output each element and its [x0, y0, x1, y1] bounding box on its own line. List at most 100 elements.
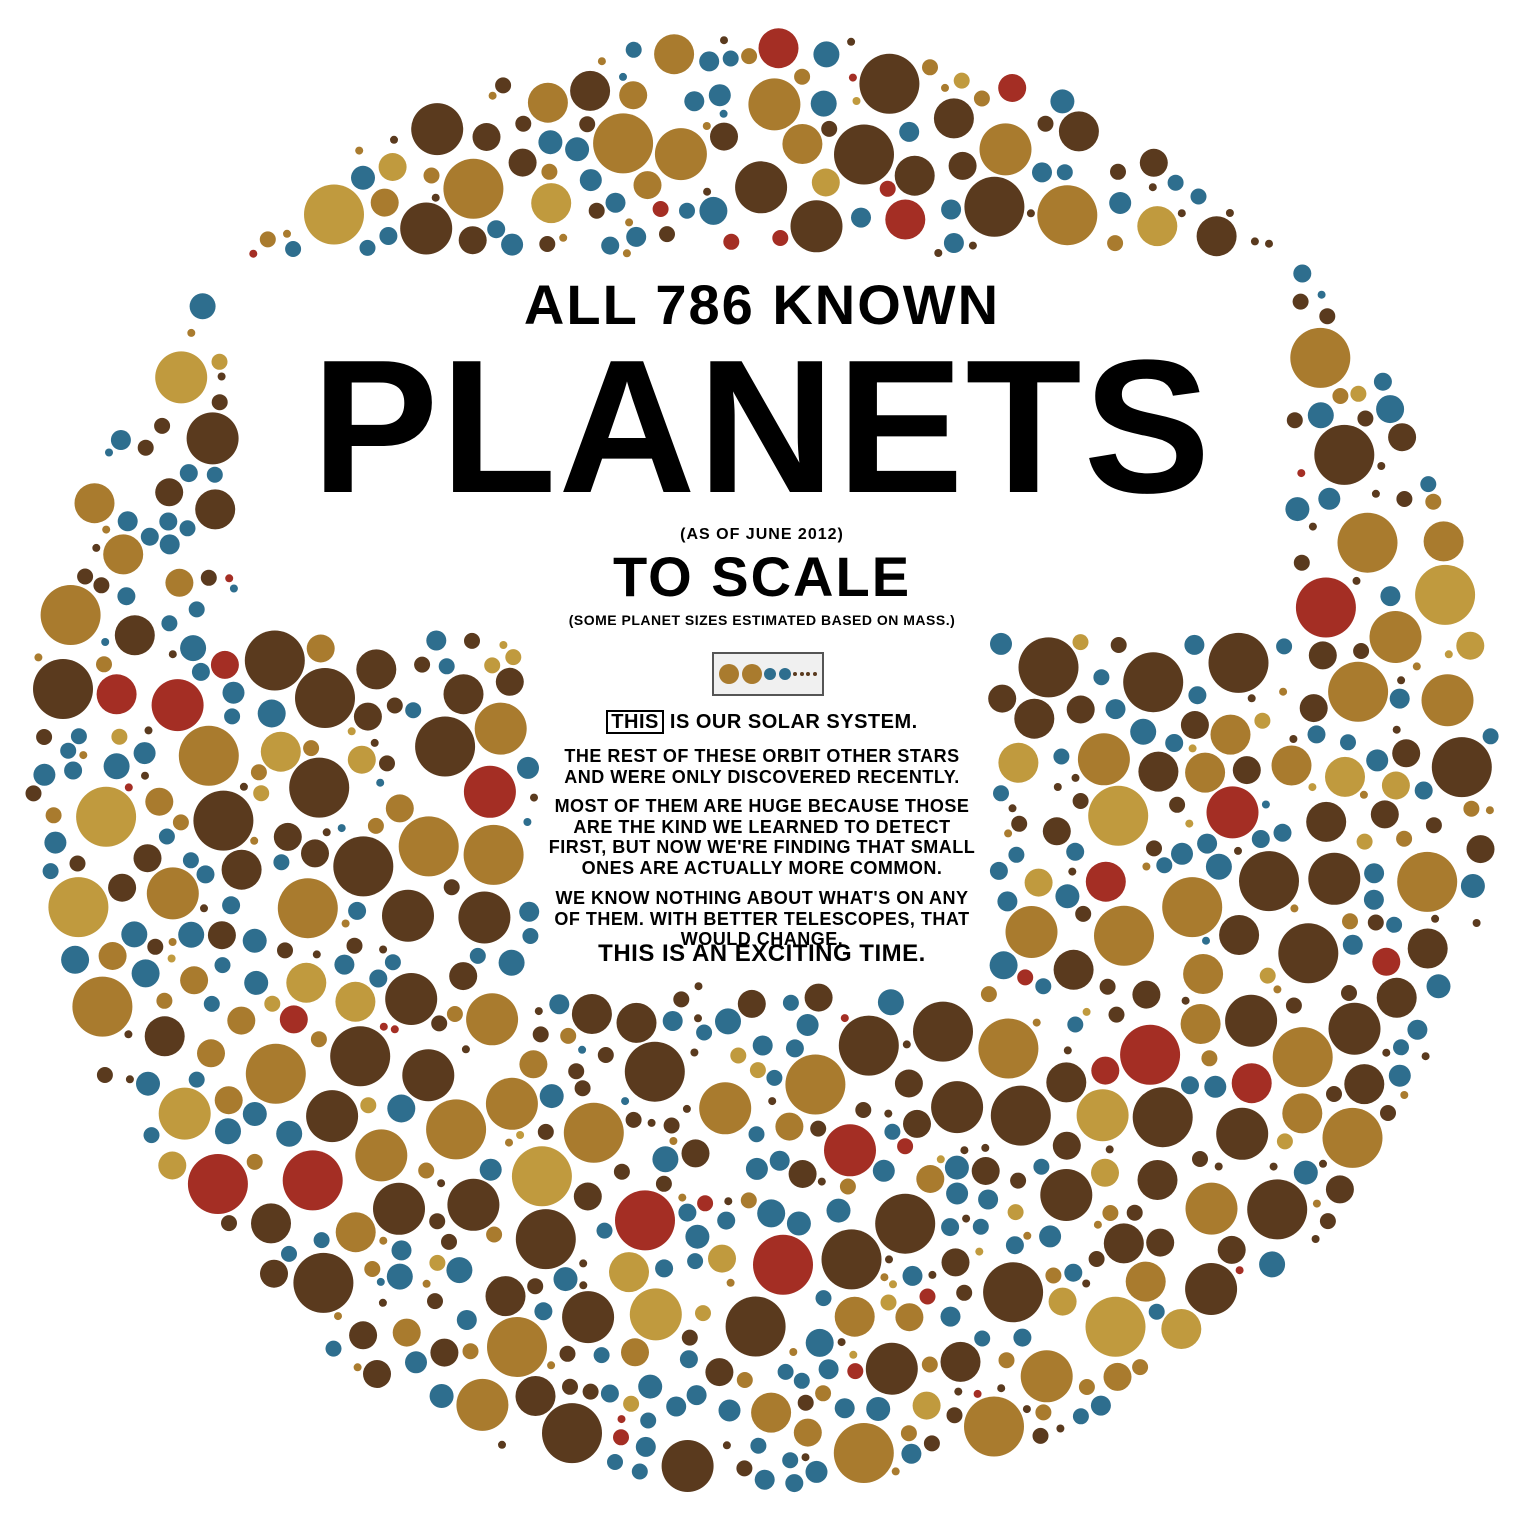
solar-system-planet-dot — [793, 672, 797, 676]
planet-dot — [1008, 1204, 1024, 1220]
planet-dot — [834, 125, 894, 185]
planet-dot — [937, 1155, 945, 1163]
planet-dot — [791, 200, 843, 252]
planet-dot — [768, 1097, 776, 1105]
planet-dot — [816, 1290, 832, 1306]
planet-dot — [509, 149, 537, 177]
planet-dot — [974, 1390, 982, 1398]
planet-dot — [818, 1178, 826, 1186]
planet-dot — [632, 1464, 648, 1480]
planet-dot — [132, 959, 160, 987]
planet-dot — [892, 1467, 900, 1475]
planet-dot — [770, 1151, 790, 1171]
planet-dot — [34, 653, 42, 661]
planet-dot — [1149, 1304, 1165, 1320]
planet-dot — [1204, 1076, 1226, 1098]
planet-dot — [1067, 1017, 1083, 1033]
planet-dot — [338, 824, 346, 832]
planet-dot — [1072, 774, 1080, 782]
planet-dot — [1083, 1008, 1091, 1016]
planet-dot — [414, 657, 430, 673]
planet-dot — [1279, 688, 1287, 696]
planet-dot — [606, 193, 626, 213]
planet-dot — [615, 1190, 675, 1250]
planet-dot — [1340, 734, 1356, 750]
planet-dot — [295, 668, 355, 728]
planet-dot — [999, 1352, 1015, 1368]
planet-dot — [1392, 739, 1420, 767]
planet-dot — [523, 818, 531, 826]
planet-dot — [147, 939, 163, 955]
solar-system-planet-dot — [764, 668, 776, 680]
planet-dot — [785, 1055, 845, 1115]
planet-dot — [380, 1023, 388, 1031]
planet-dot — [250, 837, 258, 845]
planet-dot — [289, 758, 349, 818]
planet-dot — [941, 200, 961, 220]
planet-dot — [916, 1165, 944, 1193]
planet-dot — [980, 123, 1032, 175]
planet-dot — [444, 674, 484, 714]
planet-dot — [427, 1293, 443, 1309]
planet-dot — [1035, 1404, 1051, 1420]
planet-dot — [1300, 694, 1328, 722]
planet-dot — [787, 1212, 811, 1236]
planet-dot — [1408, 929, 1448, 969]
planet-dot — [1181, 1004, 1221, 1044]
planet-dot — [283, 1150, 343, 1210]
planet-dot — [243, 1102, 267, 1126]
planet-dot — [884, 1124, 900, 1140]
planet-dot — [429, 1213, 445, 1229]
planet-dot — [495, 77, 511, 93]
planet-dot — [696, 1025, 712, 1041]
planet-dot — [222, 850, 262, 890]
planet-dot — [379, 946, 387, 954]
planet-dot — [695, 982, 703, 990]
planet-dot — [847, 1363, 863, 1379]
planet-dot — [766, 1070, 782, 1086]
planet-dot — [251, 1203, 291, 1243]
planet-dot — [1057, 164, 1073, 180]
planet-dot — [501, 234, 523, 256]
planet-dot — [473, 123, 501, 151]
planet-dot — [496, 668, 524, 696]
planet-dot — [1111, 637, 1127, 653]
planet-dot — [949, 152, 977, 180]
planet-dot — [1161, 1309, 1201, 1349]
planet-dot — [655, 128, 707, 180]
planet-dot — [293, 1253, 353, 1313]
planet-dot — [682, 1139, 710, 1167]
solar-system-planet-dot — [779, 668, 791, 680]
planet-dot — [941, 84, 949, 92]
planet-dot — [373, 1183, 425, 1235]
planet-dot — [487, 220, 505, 238]
planet-dot — [1156, 857, 1172, 873]
planet-dot — [1043, 817, 1071, 845]
planet-dot — [1073, 793, 1089, 809]
planet-dot — [1380, 1105, 1396, 1121]
planet-dot — [304, 185, 364, 245]
planet-dot — [101, 638, 109, 646]
planet-dot — [855, 1102, 871, 1118]
planet-dot — [990, 951, 1018, 979]
planet-dot — [827, 1199, 851, 1223]
planet-dot — [1431, 915, 1439, 923]
planet-dot — [1400, 1091, 1408, 1099]
planet-dot — [126, 1075, 134, 1083]
planet-dot — [382, 890, 434, 942]
planet-dot — [156, 993, 172, 1009]
planet-dot — [934, 249, 942, 257]
planet-dot — [1277, 1133, 1293, 1149]
planet-dot — [281, 1246, 297, 1262]
planet-dot — [593, 113, 653, 173]
planet-dot — [1286, 998, 1302, 1014]
planet-dot — [978, 1190, 998, 1210]
planet-dot — [61, 946, 89, 974]
planet-dot — [1278, 923, 1338, 983]
planet-dot — [377, 1278, 385, 1286]
planet-dot — [717, 1212, 735, 1230]
planet-dot — [997, 891, 1017, 911]
planet-dot — [1188, 686, 1206, 704]
planet-dot — [71, 728, 87, 744]
planet-dot — [499, 950, 525, 976]
